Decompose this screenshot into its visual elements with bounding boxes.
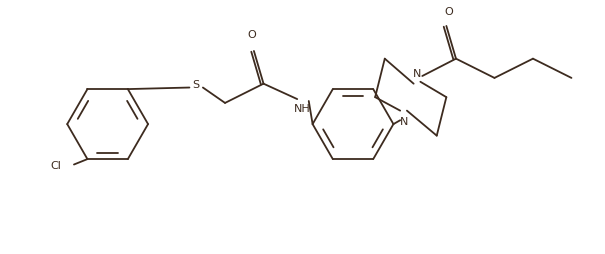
Text: O: O: [444, 7, 453, 17]
Text: N: N: [413, 69, 422, 78]
Text: O: O: [247, 30, 257, 40]
Text: Cl: Cl: [51, 160, 62, 170]
Text: N: N: [400, 117, 408, 127]
Text: S: S: [192, 79, 200, 89]
Text: NH: NH: [293, 104, 310, 114]
